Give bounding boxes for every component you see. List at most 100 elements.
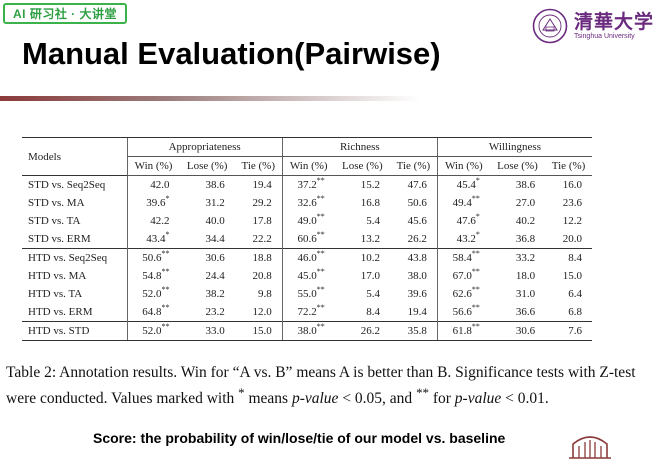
value-cell: 35.8 bbox=[389, 321, 438, 341]
value-cell: 42.2 bbox=[126, 212, 180, 230]
table-row: STD vs. MA 39.6* 31.2 29.2 32.6** 16.8 50.6 49.… bbox=[22, 194, 592, 212]
value-cell: 42.0 bbox=[126, 175, 180, 194]
value-cell: 18.8 bbox=[234, 248, 283, 267]
subheader: Tie (%) bbox=[389, 156, 438, 176]
value-cell: 26.2 bbox=[407, 233, 427, 245]
slide-title: Manual Evaluation(Pairwise) bbox=[22, 36, 441, 71]
value-cell: 24.4 bbox=[205, 270, 225, 282]
significance-mark: ** bbox=[316, 285, 325, 294]
value-cell: 20.0 bbox=[562, 233, 582, 245]
significance-mark: ** bbox=[316, 249, 325, 258]
significance-mark: ** bbox=[161, 303, 170, 312]
group-header: Willingness bbox=[436, 137, 592, 157]
value-cell: 43.2* bbox=[436, 230, 490, 249]
ai-yanxishe-badge: AI 研习社 · 大讲堂 bbox=[3, 3, 127, 24]
table-row: STD vs. Seq2Seq 42.0 38.6 19.4 37.2** 15.2 47.… bbox=[22, 175, 592, 194]
subheader: Lose (%) bbox=[334, 156, 390, 176]
significance-mark: ** bbox=[161, 322, 170, 331]
value-cell: 27.0 bbox=[515, 197, 536, 209]
model-cell: HTD vs. Seq2Seq bbox=[22, 248, 128, 267]
table-row: STD vs. TA 42.2 40.0 17.8 49.0** 5.4 45.6 47.6*… bbox=[22, 212, 592, 230]
value-cell: 38.0** bbox=[281, 321, 335, 341]
title-divider bbox=[0, 96, 420, 101]
value-cell: 39.6 bbox=[407, 288, 427, 300]
significance-mark: ** bbox=[316, 194, 325, 203]
table-caption: Table 2: Annotation results. Win for “A … bbox=[6, 364, 636, 408]
value-cell: 50.6** bbox=[126, 248, 180, 267]
significance-mark: * bbox=[165, 230, 170, 239]
value-cell: 17.0 bbox=[360, 270, 380, 282]
value-cell: 40.0 bbox=[205, 215, 225, 227]
significance-mark: * bbox=[475, 212, 480, 221]
significance-mark: * bbox=[165, 194, 170, 203]
significance-mark: * bbox=[475, 176, 480, 185]
significance-mark: ** bbox=[471, 322, 480, 331]
table-row: HTD vs. Seq2Seq 50.6** 30.6 18.8 46.0** 10.2 4… bbox=[22, 248, 592, 267]
value-cell: 49.4** bbox=[436, 194, 490, 212]
value-cell: 5.4 bbox=[366, 288, 380, 300]
value-cell: 33.0 bbox=[179, 321, 235, 341]
value-cell: 8.4 bbox=[545, 248, 592, 267]
model-cell: HTD vs. STD bbox=[22, 321, 128, 341]
subheader: Tie (%) bbox=[234, 156, 283, 176]
value-cell: 54.8** bbox=[126, 267, 180, 285]
significance-mark: ** bbox=[161, 285, 170, 294]
value-cell: 31.0 bbox=[515, 288, 536, 300]
significance-mark: ** bbox=[471, 303, 480, 312]
score-note: Score: the probability of win/lose/tie o… bbox=[93, 430, 506, 446]
model-cell: STD vs. MA bbox=[28, 197, 85, 209]
tsinghua-logo: 清華大学 Tsinghua University bbox=[532, 8, 654, 44]
value-cell: 33.2 bbox=[489, 248, 546, 267]
value-cell: 19.4 bbox=[407, 306, 427, 318]
model-cell: HTD vs. ERM bbox=[28, 306, 93, 318]
value-cell: 67.0** bbox=[436, 267, 490, 285]
significance-mark: ** bbox=[316, 230, 325, 239]
value-cell: 7.6 bbox=[545, 321, 592, 341]
value-cell: 6.4 bbox=[568, 288, 582, 300]
subheader: Lose (%) bbox=[489, 156, 546, 176]
value-cell: 52.0** bbox=[126, 285, 180, 303]
value-cell: 16.0 bbox=[545, 175, 592, 194]
significance-mark: ** bbox=[471, 194, 480, 203]
value-cell: 15.0 bbox=[234, 321, 283, 341]
value-cell: 30.6 bbox=[179, 248, 235, 267]
value-cell: 38.6 bbox=[179, 175, 235, 194]
value-cell: 36.6 bbox=[515, 306, 536, 318]
annotation-results-table: Models Appropriateness Richness Willingn… bbox=[22, 137, 592, 341]
value-cell: 15.0 bbox=[562, 270, 582, 282]
value-cell: 5.4 bbox=[366, 215, 380, 227]
value-cell: 29.2 bbox=[252, 197, 272, 209]
value-cell: 6.8 bbox=[568, 306, 582, 318]
building-logo-icon bbox=[569, 436, 611, 459]
subheader: Win (%) bbox=[126, 156, 180, 176]
value-cell: 49.0** bbox=[281, 212, 335, 230]
table-row: HTD vs. STD 52.0** 33.0 15.0 38.0** 26.2 35.8 6… bbox=[22, 321, 592, 341]
model-cell: STD vs. ERM bbox=[28, 233, 91, 245]
value-cell: 31.2 bbox=[205, 197, 225, 209]
value-cell: 34.4 bbox=[205, 233, 225, 245]
value-cell: 8.4 bbox=[366, 306, 380, 318]
significance-mark: ** bbox=[316, 267, 325, 276]
group-header: Appropriateness bbox=[126, 137, 283, 157]
tsinghua-chinese-name: 清華大学 bbox=[573, 10, 654, 33]
value-cell: 60.6** bbox=[281, 230, 335, 249]
value-cell: 56.6** bbox=[436, 303, 490, 322]
value-cell: 38.0 bbox=[407, 270, 427, 282]
value-cell: 45.6 bbox=[407, 215, 427, 227]
value-cell: 12.0 bbox=[252, 306, 272, 318]
significance-mark: ** bbox=[471, 285, 480, 294]
value-cell: 30.6 bbox=[489, 321, 546, 341]
value-cell: 19.4 bbox=[234, 175, 283, 194]
value-cell: 12.2 bbox=[562, 215, 582, 227]
value-cell: 45.0** bbox=[281, 267, 335, 285]
value-cell: 23.6 bbox=[562, 197, 582, 209]
value-cell: 55.0** bbox=[281, 285, 335, 303]
value-cell: 16.8 bbox=[360, 197, 380, 209]
value-cell: 15.2 bbox=[334, 175, 390, 194]
value-cell: 64.8** bbox=[126, 303, 180, 322]
value-cell: 43.4* bbox=[126, 230, 180, 249]
model-cell: STD vs. TA bbox=[28, 215, 81, 227]
value-cell: 20.8 bbox=[252, 270, 272, 282]
model-cell: STD vs. Seq2Seq bbox=[22, 175, 128, 194]
value-cell: 26.2 bbox=[334, 321, 390, 341]
